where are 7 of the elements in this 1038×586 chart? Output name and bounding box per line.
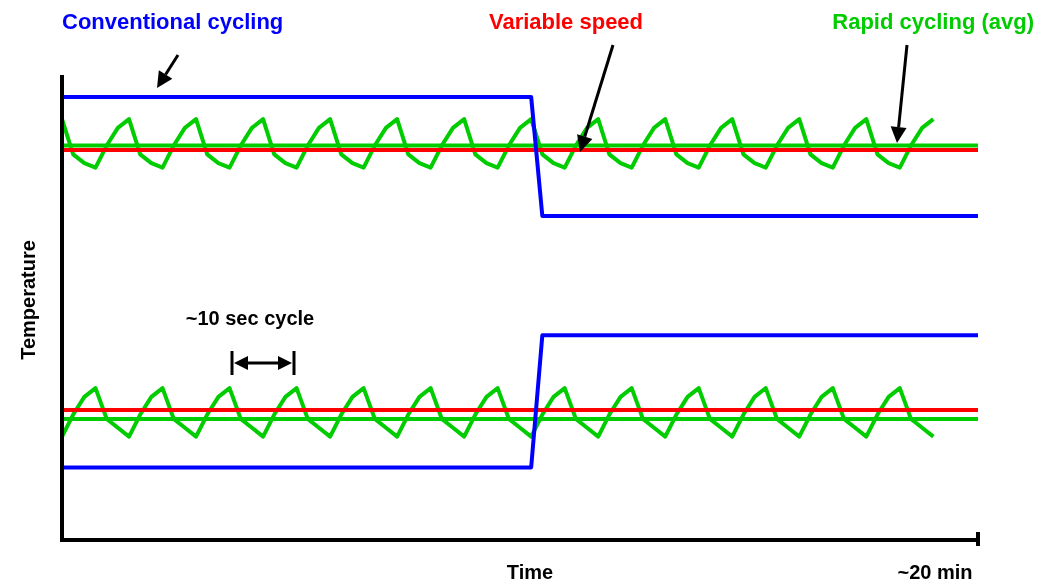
text: ~20 min xyxy=(897,560,973,584)
text: Variable speed xyxy=(488,9,644,35)
y-axis-title: Temperature xyxy=(16,240,40,360)
annotation: ~10 sec cycle xyxy=(185,306,315,330)
x-axis-title: Time xyxy=(506,560,554,584)
text: Rapid cycling (avg) xyxy=(832,9,1034,35)
text: Conventional cycling xyxy=(62,9,284,35)
